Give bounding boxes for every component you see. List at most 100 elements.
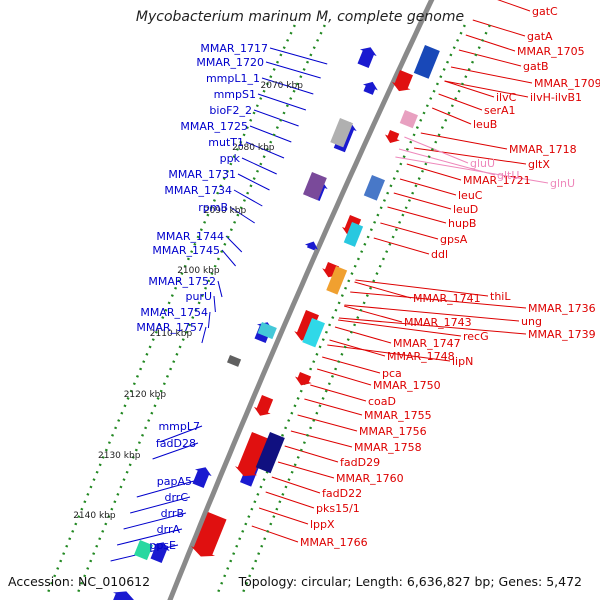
gene-leader-drrb (123, 512, 187, 530)
gene-label-mmar-1721: MMAR_1721 (463, 174, 531, 187)
gene-leader-mmar-1721 (406, 163, 462, 181)
gene-leader-mmar-1752 (217, 280, 223, 298)
gene-label-mmar-1741: MMAR_1741 (413, 292, 481, 305)
reverse-gene-feature (391, 70, 413, 92)
gene-leader-hupb (387, 206, 447, 224)
reverse-gene-feature (253, 395, 274, 416)
gene-leader-lppx (258, 507, 309, 525)
gene-leader-gpsa (380, 222, 439, 240)
gene-leader-pks15-1 (265, 491, 315, 509)
gene-leader-mmar-1736 (350, 291, 527, 309)
gene-leader-ddl (373, 237, 430, 255)
gene-label-gatc: gatC (532, 5, 558, 18)
reverse-gene-feature (384, 130, 400, 143)
gene-leader-puru (213, 295, 216, 313)
gene-leader-fadd29 (284, 445, 339, 463)
gene-label-papa5: papA5 (157, 475, 192, 488)
gene-label-mmar-1731: MMAR_1731 (168, 168, 236, 181)
gene-leader-mmar-1725 (249, 125, 292, 143)
gene-label-fadd28: fadD28 (156, 437, 196, 450)
gene-leader-mmar-1731 (237, 173, 270, 191)
gene-leader-gluu (404, 136, 469, 164)
gene-label-mmar-1766: MMAR_1766 (300, 536, 368, 549)
gene-label-leub: leuB (473, 118, 497, 131)
gene-label-ppse: ppsE (149, 539, 176, 552)
genome-backbone (167, 0, 435, 600)
gene-leader-mmar-1745 (221, 249, 236, 267)
reverse-gene-feature (190, 512, 227, 557)
gene-label-ddl: ddl (431, 248, 448, 261)
kbp-tick-label: 2120 kbp (124, 390, 167, 400)
kbp-tick-label: 2130 kbp (98, 451, 141, 461)
reverse-gene-feature (234, 432, 269, 477)
gene-leader-drra (116, 528, 183, 546)
gene-label-drrc: drrC (164, 491, 188, 504)
gene-leader-gatc (497, 0, 531, 12)
reverse-gene-block (302, 318, 325, 348)
kbp-tick-label: 2110 kbp (150, 329, 193, 339)
gene-leader-glnu (395, 156, 549, 184)
gene-leader-drrc (130, 496, 191, 514)
gene-leader-gata (472, 19, 526, 37)
gene-leader-mmar-1741 (354, 281, 412, 299)
gene-label-sera1: serA1 (484, 104, 516, 117)
gene-leader-mmar-1754 (207, 311, 211, 329)
gene-label-gluu: gluU (470, 157, 495, 170)
kbp-tick-label: 2140 kbp (73, 511, 116, 521)
gene-leader-gltx (413, 147, 527, 165)
gene-label-mmar-1734: MMAR_1734 (164, 184, 232, 197)
gene-label-gpsa: gpsA (440, 233, 468, 246)
genome-summary-text: Topology: circular; Length: 6,636,827 bp… (238, 574, 582, 589)
gene-label-mutt1: mutT1 (208, 136, 244, 149)
gene-leader-sera1 (438, 93, 483, 111)
gene-label-mmar-1709: MMAR_1709 (534, 77, 600, 90)
gene-label-ppk: ppk (220, 152, 241, 165)
gene-leader-mmps1 (257, 93, 307, 111)
gene-leader-mmar-1760 (277, 461, 335, 479)
gene-leader-lipn (327, 344, 451, 362)
forward-gene-block (227, 355, 242, 367)
gene-label-recg: recG (463, 330, 489, 343)
gene-label-mmar-1754: MMAR_1754 (140, 306, 208, 319)
gene-label-mmar-1744: MMAR_1744 (156, 230, 224, 243)
gene-label-hupb: hupB (448, 217, 476, 230)
gene-leader-coad (310, 384, 367, 402)
gene-label-mmar-1750: MMAR_1750 (373, 379, 441, 392)
gene-label-fadd29: fadD29 (340, 456, 380, 469)
kbp-tick-label: 2070 kbp (261, 81, 304, 91)
gene-label-leuc: leuC (458, 189, 483, 202)
gene-label-mmar-1758: MMAR_1758 (354, 441, 422, 454)
gene-leader-mmar-1766 (251, 525, 299, 543)
gene-leader-gatb (458, 49, 522, 67)
gene-label-gltx: gltX (528, 158, 550, 171)
gene-leader-mmar-1744 (225, 235, 243, 253)
gene-label-mmpl7: mmpL7 (158, 420, 200, 433)
gene-label-lipn: lipN (452, 355, 473, 368)
gene-label-mmar-1760: MMAR_1760 (336, 472, 404, 485)
gene-label-gatb: gatB (523, 60, 549, 73)
forward-gene-feature (304, 241, 318, 251)
gene-leader-mmpl1-1 (261, 77, 314, 95)
gene-label-mmar-1718: MMAR_1718 (509, 143, 577, 156)
gene-leader-mmar-1709 (450, 66, 533, 84)
gene-leader-mmar-1734 (233, 189, 263, 207)
gene-label-ilvh-ilvb1: ilvH-ilvB1 (530, 91, 582, 104)
gene-label-drra: drrA (157, 523, 181, 536)
gene-leader-leud (393, 192, 452, 210)
reverse-gene-block (343, 222, 364, 247)
gene-label-puru: purU (185, 290, 212, 303)
gene-leader-mmar-1717 (269, 47, 328, 65)
gene-leader-gltu (398, 148, 496, 176)
gene-leader-pca (322, 356, 381, 374)
gc-dot-track-1 (46, 24, 296, 594)
gene-label-mmar-1705: MMAR_1705 (517, 45, 585, 58)
reverse-gene-feature (294, 372, 312, 386)
forward-gene-feature (357, 47, 377, 69)
gene-leader-mmar-1755 (304, 398, 363, 416)
gene-leader-thil (355, 279, 489, 297)
gene-leader-mmpl7 (159, 425, 203, 443)
forward-gene-block (134, 540, 153, 561)
gene-leader-mmar-1718 (420, 132, 508, 150)
gene-leader-biof2-2 (253, 109, 299, 127)
